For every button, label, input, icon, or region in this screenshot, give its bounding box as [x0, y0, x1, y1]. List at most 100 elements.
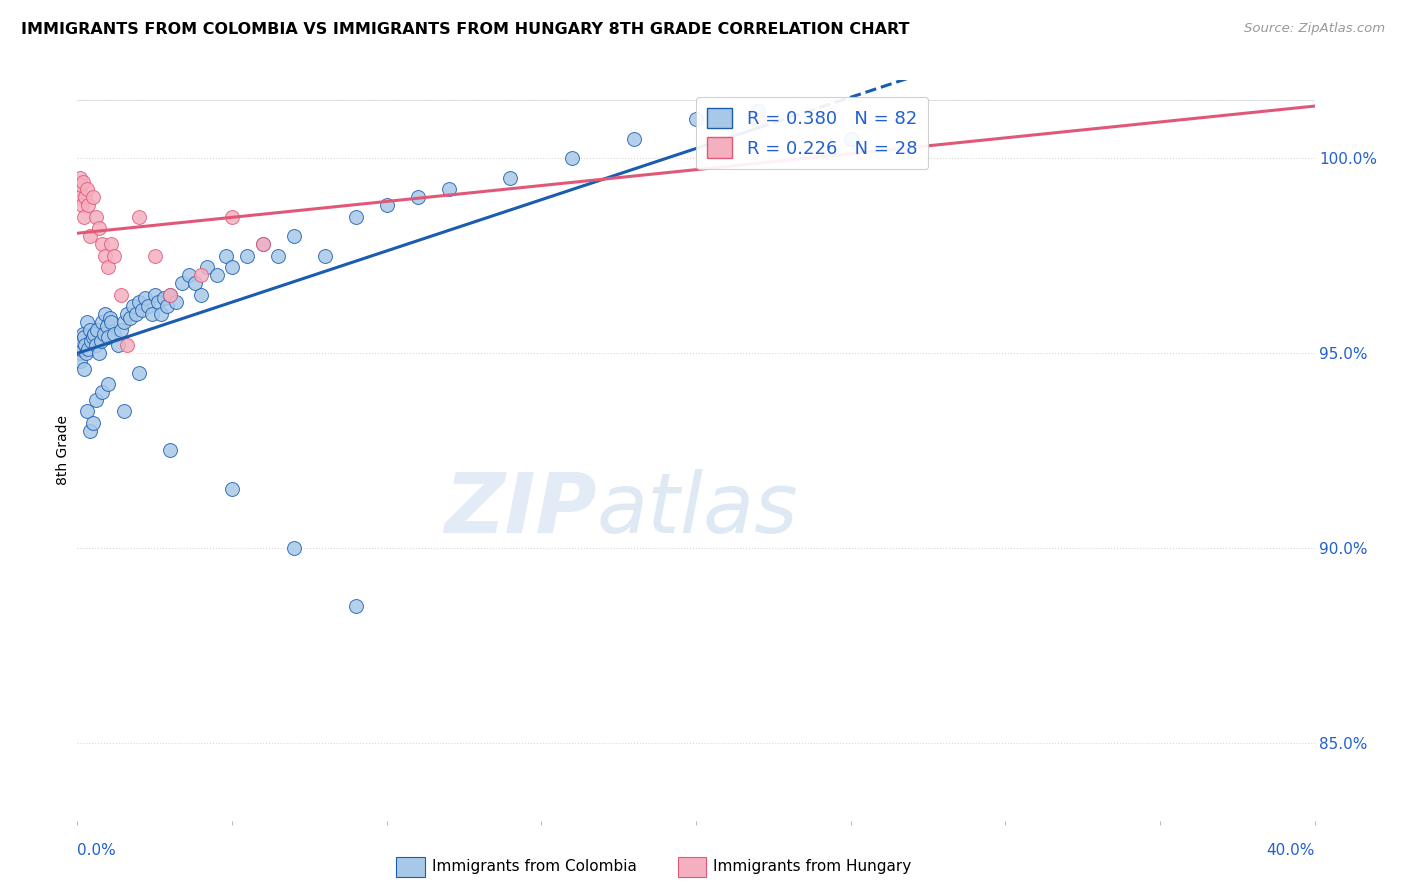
Point — [69, 354, 91, 368]
Y-axis label: 8th Grade: 8th Grade — [56, 416, 70, 485]
Point — [159, 287, 181, 301]
Point — [97, 260, 120, 275]
Point — [128, 210, 150, 224]
Point — [177, 268, 200, 282]
Point — [159, 287, 181, 301]
Point — [314, 249, 336, 263]
Point — [747, 104, 769, 119]
Point — [103, 249, 125, 263]
Point — [91, 384, 114, 399]
Point — [72, 175, 94, 189]
Point — [221, 210, 243, 224]
Point — [98, 310, 121, 325]
Point — [73, 330, 96, 344]
Point — [156, 299, 179, 313]
Point — [80, 334, 103, 349]
Point — [79, 229, 101, 244]
Point — [84, 338, 107, 352]
Point — [94, 249, 117, 263]
Point — [406, 190, 429, 204]
Point — [184, 276, 207, 290]
Point — [153, 292, 176, 306]
Point — [141, 307, 163, 321]
Text: 40.0%: 40.0% — [1267, 843, 1315, 858]
Point — [195, 260, 218, 275]
Point — [437, 182, 460, 196]
Point — [165, 295, 187, 310]
Point — [87, 221, 110, 235]
Point — [93, 326, 115, 341]
Point — [94, 307, 117, 321]
Text: Immigrants from Hungary: Immigrants from Hungary — [713, 859, 911, 873]
Point — [205, 268, 228, 282]
Point — [79, 323, 101, 337]
Point — [190, 268, 212, 282]
Point — [97, 377, 120, 392]
Point — [215, 249, 238, 263]
Point — [84, 210, 107, 224]
Point — [221, 483, 243, 497]
Point — [115, 307, 138, 321]
Point — [91, 315, 114, 329]
Point — [90, 334, 112, 349]
Point — [134, 292, 156, 306]
Point — [82, 190, 104, 204]
Point — [112, 315, 135, 329]
Point — [76, 182, 98, 196]
Point — [685, 112, 707, 127]
Point — [143, 287, 166, 301]
Point — [75, 338, 96, 352]
Point — [252, 236, 274, 251]
Text: IMMIGRANTS FROM COLOMBIA VS IMMIGRANTS FROM HUNGARY 8TH GRADE CORRELATION CHART: IMMIGRANTS FROM COLOMBIA VS IMMIGRANTS F… — [21, 22, 910, 37]
Point — [149, 307, 172, 321]
Point — [252, 236, 274, 251]
Point — [118, 310, 141, 325]
Point — [83, 326, 105, 341]
Point — [159, 443, 181, 458]
Point — [839, 132, 862, 146]
Point — [146, 295, 169, 310]
Point — [110, 323, 132, 337]
Point — [172, 276, 194, 290]
Point — [97, 330, 120, 344]
Point — [87, 346, 110, 360]
Point — [283, 229, 305, 244]
Point — [344, 210, 367, 224]
Point — [75, 346, 97, 360]
Text: Immigrants from Colombia: Immigrants from Colombia — [432, 859, 637, 873]
Point — [82, 330, 104, 344]
Point — [69, 190, 91, 204]
Point — [84, 392, 107, 407]
Point — [77, 342, 100, 356]
Text: Source: ZipAtlas.com: Source: ZipAtlas.com — [1244, 22, 1385, 36]
Point — [110, 287, 132, 301]
Point — [122, 299, 145, 313]
Legend: R = 0.380   N = 82, R = 0.226   N = 28: R = 0.380 N = 82, R = 0.226 N = 28 — [696, 96, 928, 169]
Point — [107, 338, 129, 352]
Text: ZIP: ZIP — [444, 469, 598, 550]
Point — [623, 132, 645, 146]
Point — [91, 236, 114, 251]
Point — [72, 326, 94, 341]
Point — [128, 366, 150, 380]
Point — [76, 315, 98, 329]
Point — [70, 334, 93, 349]
Point — [344, 599, 367, 614]
Point — [70, 198, 93, 212]
Point — [143, 249, 166, 263]
Text: 0.0%: 0.0% — [77, 843, 117, 858]
Point — [70, 342, 93, 356]
Point — [75, 190, 96, 204]
Point — [69, 170, 91, 185]
Point — [283, 541, 305, 555]
Point — [375, 198, 398, 212]
Point — [76, 404, 98, 418]
Point — [72, 361, 94, 376]
Point — [79, 424, 101, 438]
Point — [115, 338, 138, 352]
Point — [86, 323, 108, 337]
Point — [236, 249, 259, 263]
Point — [100, 236, 122, 251]
Point — [67, 338, 90, 352]
Point — [112, 404, 135, 418]
